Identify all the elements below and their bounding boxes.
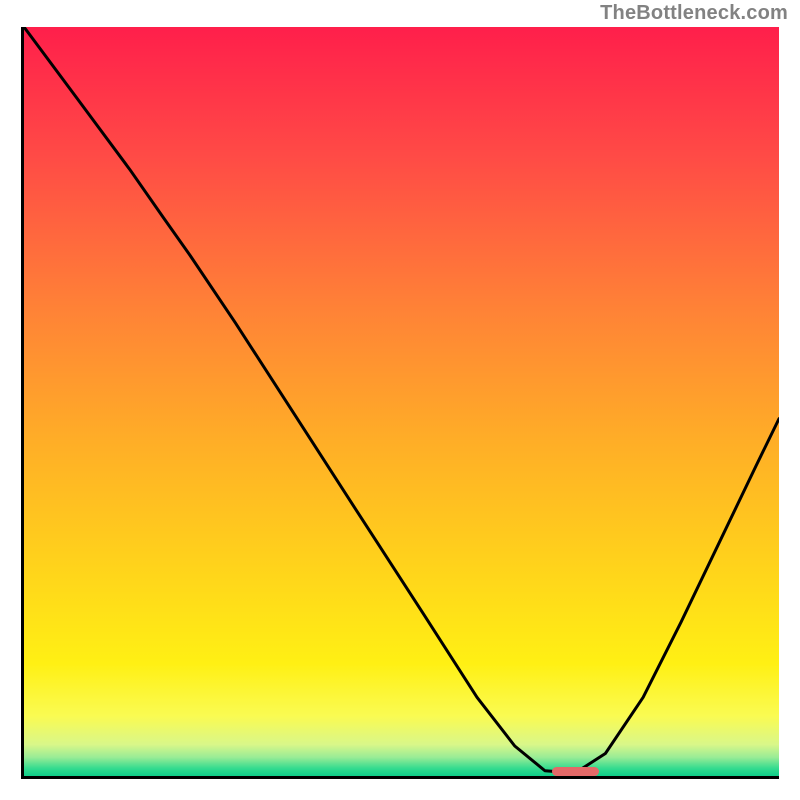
chart-frame: TheBottleneck.com [0,0,800,800]
plot-area [21,27,779,779]
optimal-point-marker [552,767,599,777]
watermark-text: TheBottleneck.com [600,2,788,25]
bottleneck-curve [24,27,779,776]
